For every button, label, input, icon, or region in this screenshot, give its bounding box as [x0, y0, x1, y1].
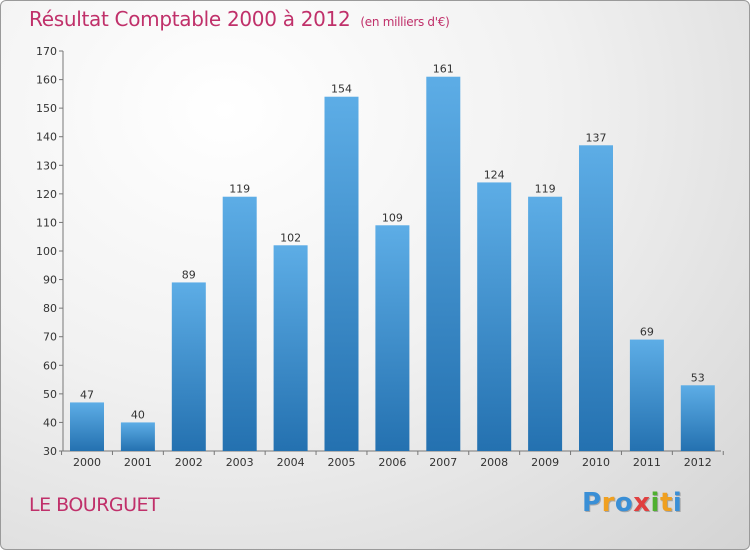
y-tick-label: 40	[43, 416, 57, 429]
value-label-2001: 40	[131, 408, 145, 421]
value-label-2000: 47	[80, 388, 94, 401]
x-tick-label-2007: 2007	[429, 456, 457, 469]
bar-2011	[629, 339, 664, 451]
y-tick-label: 70	[43, 331, 57, 344]
y-tick-label: 60	[43, 359, 57, 372]
x-tick-label-2001: 2001	[124, 456, 152, 469]
chart-title-text: Résultat Comptable 2000 à 2012	[29, 7, 351, 31]
value-label-2012: 53	[691, 371, 705, 384]
logo-letter: o	[614, 488, 634, 518]
x-tick-label-2006: 2006	[378, 456, 406, 469]
bar-2005	[324, 96, 359, 451]
x-tick-label-2010: 2010	[582, 456, 610, 469]
commune-name: LE BOURGUET	[29, 494, 160, 516]
value-label-2002: 89	[182, 268, 196, 281]
value-label-2007: 161	[433, 63, 454, 76]
x-tick-label-2009: 2009	[531, 456, 559, 469]
y-tick-label: 150	[36, 102, 57, 115]
bar-2008	[477, 182, 512, 451]
y-tick-label: 50	[43, 388, 57, 401]
x-tick-label-2011: 2011	[633, 456, 661, 469]
x-tick-label-2005: 2005	[328, 456, 356, 469]
y-tick-label: 90	[43, 274, 57, 287]
bar-2009	[528, 196, 563, 451]
logo-letter: i	[650, 488, 660, 518]
value-label-2005: 154	[331, 83, 352, 96]
x-tick-label-2000: 2000	[73, 456, 101, 469]
bar-2002	[171, 282, 206, 451]
y-tick-label: 120	[36, 188, 57, 201]
bar-2012	[680, 385, 715, 451]
x-tick-label-2004: 2004	[277, 456, 305, 469]
value-label-2009: 119	[535, 183, 556, 196]
chart-title: Résultat Comptable 2000 à 2012 (en millie…	[29, 7, 450, 31]
bar-2010	[579, 145, 613, 452]
bar-2001	[120, 422, 155, 451]
bar-2000	[70, 402, 104, 451]
logo-letter: r	[601, 488, 615, 518]
value-label-2006: 109	[382, 211, 403, 224]
chart-subtitle: (en milliers d'€)	[360, 15, 450, 29]
logo-letter: x	[633, 488, 651, 518]
y-tick-label: 30	[43, 445, 57, 458]
logo-letter: P	[582, 488, 602, 518]
bar-2004	[273, 245, 308, 451]
y-tick-label: 100	[36, 245, 57, 258]
x-tick-label-2002: 2002	[175, 456, 203, 469]
y-tick-label: 80	[43, 302, 57, 315]
x-tick-label-2008: 2008	[480, 456, 508, 469]
y-tick-label: 130	[36, 159, 57, 172]
y-tick-label: 170	[36, 45, 57, 58]
bar-2007	[426, 76, 461, 451]
value-label-2004: 102	[280, 231, 301, 244]
logo-letter: t	[659, 488, 673, 518]
x-tick-label-2012: 2012	[684, 456, 712, 469]
x-tick-label-2003: 2003	[226, 456, 254, 469]
logo-letter: i	[672, 488, 683, 518]
value-label-2003: 119	[229, 183, 250, 196]
bar-2006	[375, 225, 410, 451]
value-label-2008: 124	[484, 168, 505, 181]
value-label-2011: 69	[640, 326, 654, 339]
y-tick-label: 140	[36, 131, 57, 144]
proxiti-logo: Proxiti	[582, 488, 682, 518]
y-tick-label: 160	[36, 74, 57, 87]
y-tick-label: 110	[36, 216, 57, 229]
value-label-2010: 137	[586, 131, 607, 144]
bar-2003	[222, 196, 257, 451]
